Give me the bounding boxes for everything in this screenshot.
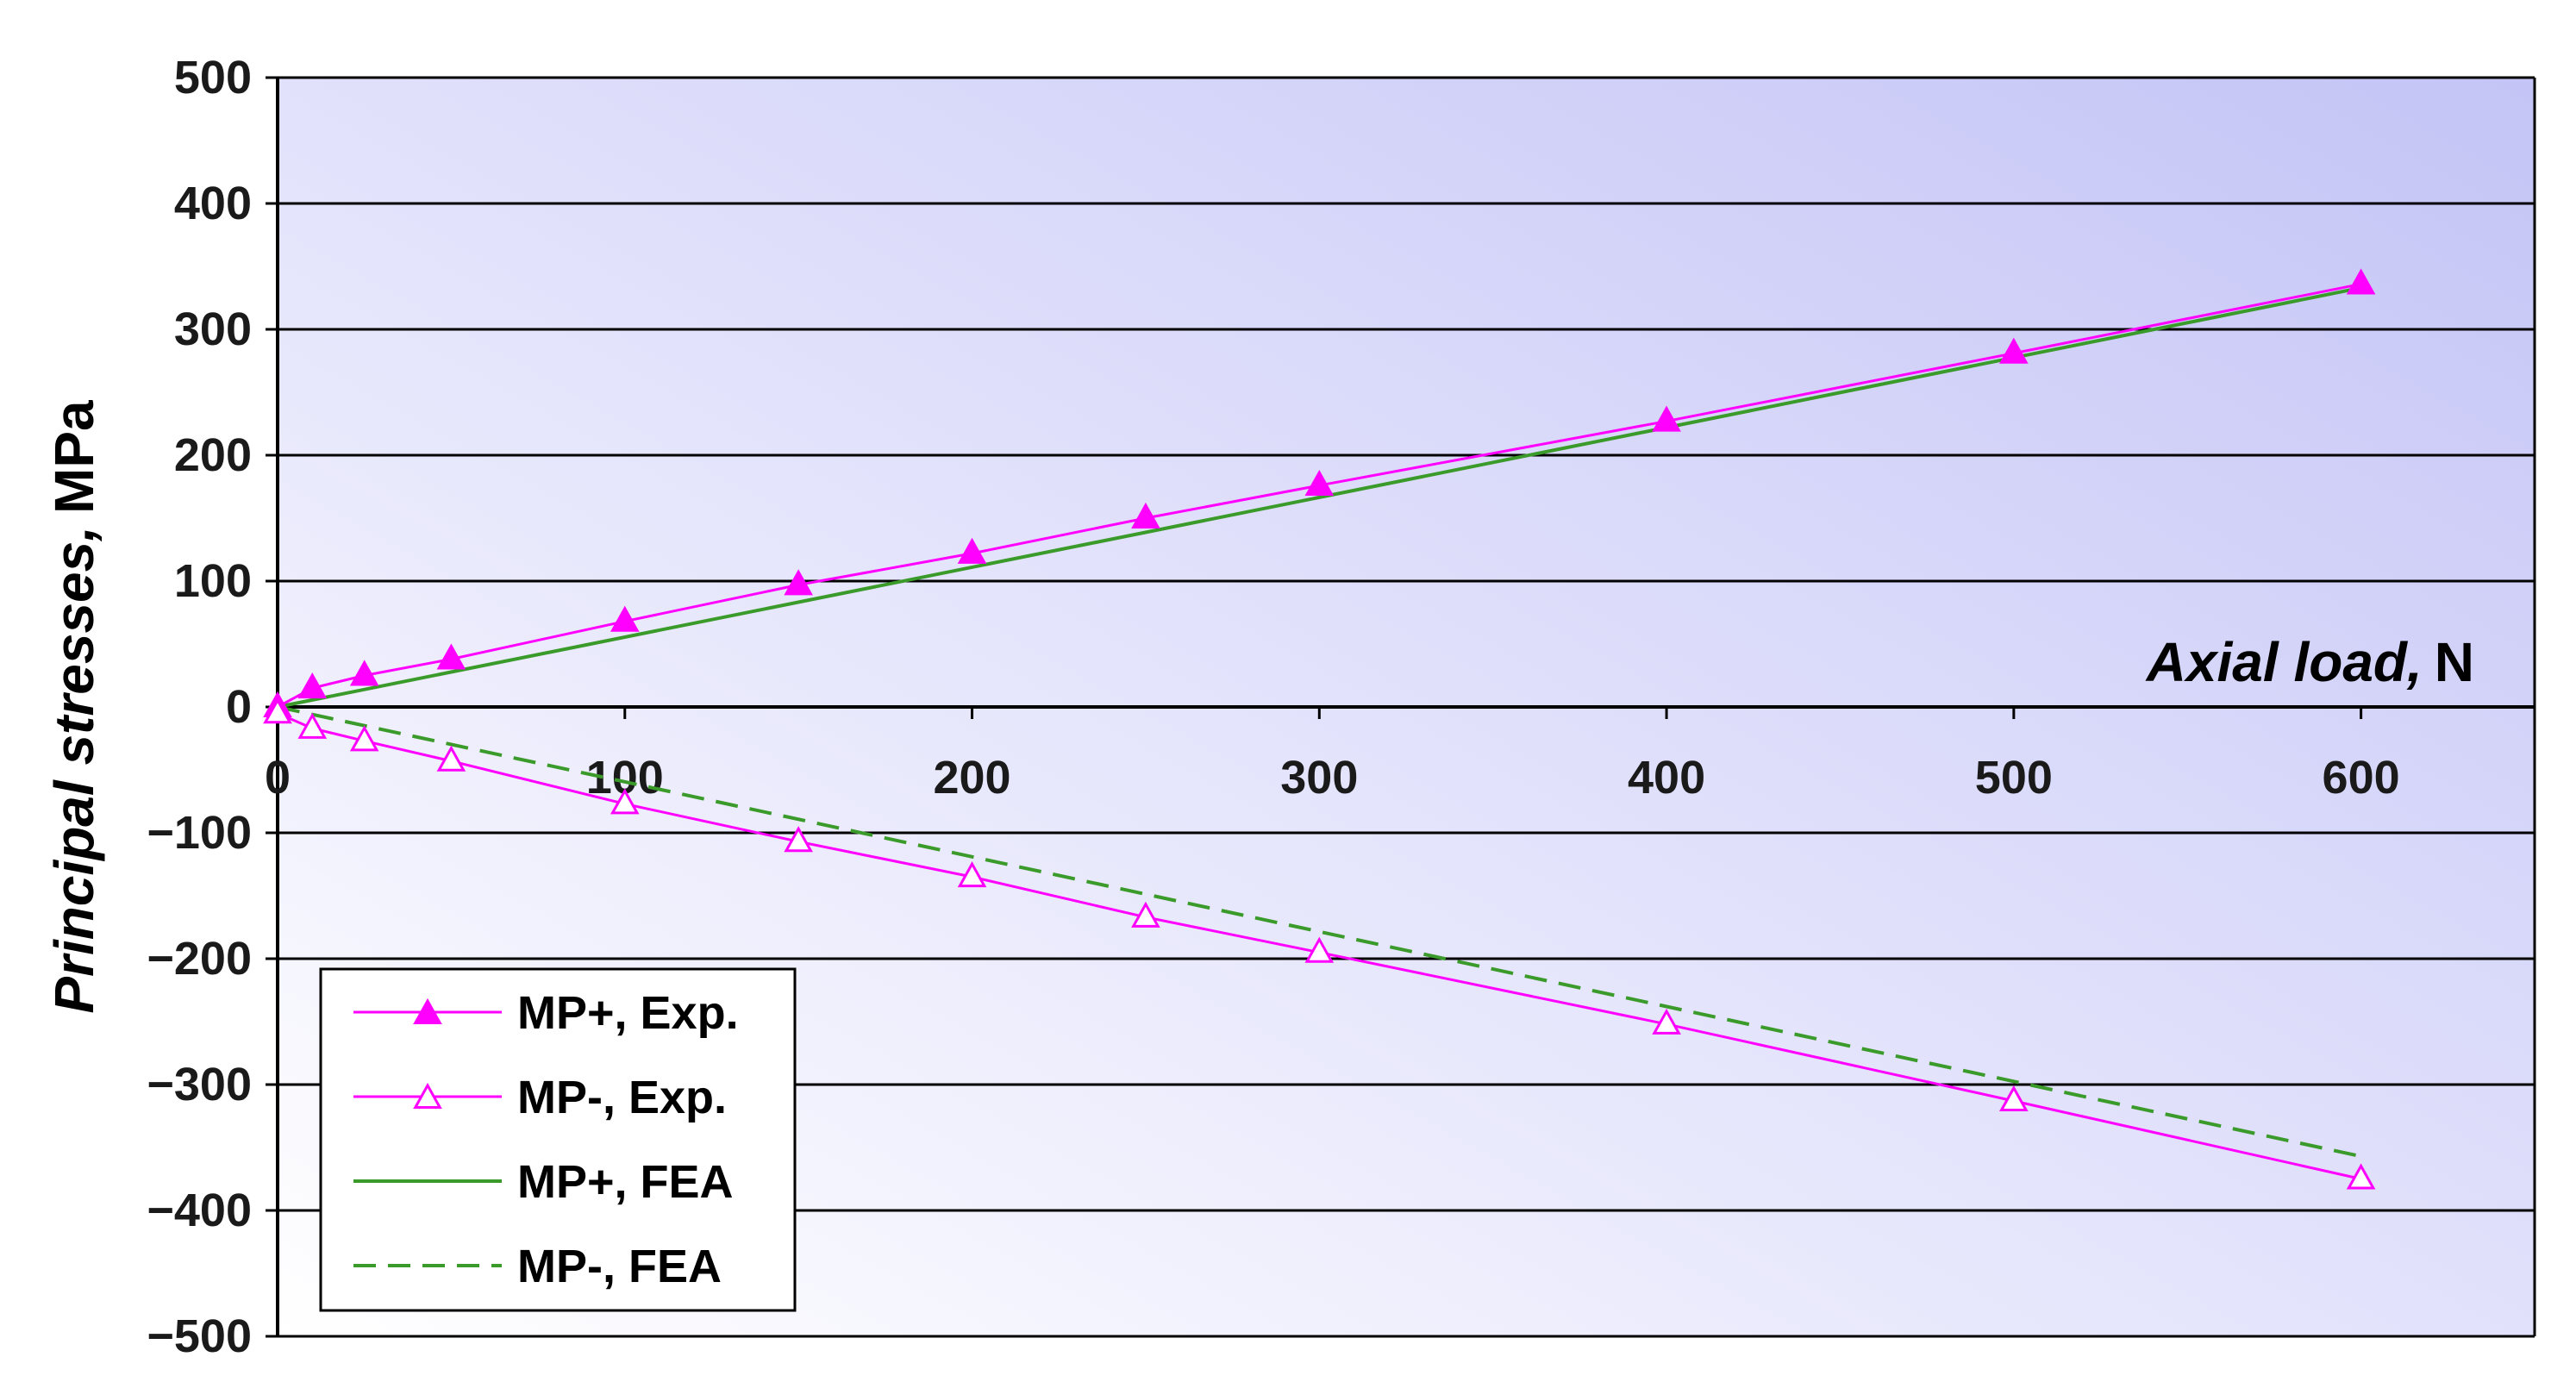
- y-axis-title: Principal stresses, MPa: [43, 400, 105, 1014]
- legend-box: [319, 967, 797, 1312]
- legend-label: MP-, FEA: [517, 1241, 722, 1292]
- data-point: [1304, 469, 1335, 497]
- y-tick-label: −500: [147, 1310, 252, 1362]
- data-point: [1131, 502, 1160, 528]
- series-line: [277, 705, 2362, 1159]
- x-axis-title: Axial load, N: [2145, 631, 2474, 693]
- y-tick-label: −100: [147, 807, 252, 859]
- data-point: [436, 745, 466, 772]
- y-tick-label: −200: [147, 933, 252, 985]
- data-point: [1999, 337, 2029, 364]
- data-point: [436, 643, 466, 670]
- x-tick-label: 400: [1628, 752, 1705, 804]
- data-point: [349, 660, 379, 686]
- series-1: [263, 697, 2376, 1190]
- series-layer: [263, 268, 2376, 1190]
- data-point: [349, 725, 379, 752]
- y-axis-title-italic: Principal stresses,: [43, 526, 105, 1014]
- data-point: [957, 537, 987, 564]
- data-point: [1999, 1085, 2029, 1111]
- data-point: [1304, 936, 1335, 963]
- y-tick-label: 400: [174, 178, 252, 229]
- series-3: [277, 705, 2362, 1159]
- legend-item: MP+, Exp.: [353, 987, 739, 1039]
- y-tick-label: 200: [174, 429, 252, 481]
- data-point: [2346, 268, 2376, 295]
- y-axis-title-unit: MPa: [43, 400, 105, 514]
- legend: MP+, Exp. MP-, Exp. MP+, FEA MP-, FEA: [319, 967, 797, 1312]
- x-tick-label: 600: [2323, 752, 2400, 804]
- legend-swatch-marker: [413, 997, 442, 1024]
- data-point: [2346, 1163, 2376, 1190]
- data-point: [957, 861, 987, 888]
- x-tick-label: 300: [1280, 752, 1358, 804]
- x-tick-label: 200: [933, 752, 1010, 804]
- data-point: [610, 788, 640, 815]
- data-point: [610, 605, 640, 632]
- data-point: [1652, 405, 1681, 432]
- y-tick-label: −300: [147, 1059, 252, 1110]
- legend-item: MP-, FEA: [353, 1241, 722, 1292]
- y-tick-label: 0: [226, 681, 252, 733]
- x-tick-label: 0: [265, 752, 291, 804]
- x-axis-title-italic: Axial load,: [2145, 631, 2423, 693]
- data-point: [297, 672, 328, 699]
- y-tick-label: 300: [174, 303, 252, 355]
- y-tick-label: 500: [174, 52, 252, 103]
- legend-item: MP-, Exp.: [353, 1072, 727, 1123]
- legend-label: MP+, FEA: [517, 1156, 734, 1208]
- x-axis-title-unit: N: [2435, 631, 2474, 693]
- legend-label: MP+, Exp.: [517, 987, 739, 1039]
- data-point: [1652, 1008, 1681, 1035]
- y-tick-label: 100: [174, 555, 252, 607]
- legend-swatch-marker: [413, 1082, 442, 1109]
- x-tick-label: 500: [1975, 752, 2053, 804]
- data-point: [784, 826, 813, 853]
- series-line: [277, 711, 2361, 1180]
- data-point: [1131, 901, 1160, 928]
- data-point: [784, 569, 813, 596]
- y-axis: 500 400 300 200 100 0 −100 −200 −300 −400 −500: [147, 52, 279, 1362]
- data-point: [263, 697, 292, 724]
- y-tick-label: −400: [147, 1185, 252, 1236]
- legend-item: MP+, FEA: [353, 1156, 734, 1208]
- legend-label: MP-, Exp.: [517, 1072, 727, 1123]
- data-point: [297, 712, 328, 739]
